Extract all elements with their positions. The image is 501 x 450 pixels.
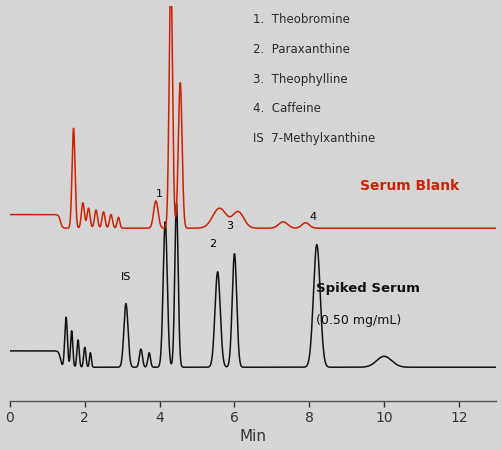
Text: Spiked Serum: Spiked Serum: [316, 282, 419, 295]
X-axis label: Min: Min: [239, 429, 266, 445]
Text: 1: 1: [156, 189, 163, 199]
Text: 1.  Theobromine: 1. Theobromine: [253, 14, 349, 27]
Text: IS: IS: [121, 272, 131, 282]
Text: 3: 3: [226, 221, 233, 231]
Text: 2.  Paraxanthine: 2. Paraxanthine: [253, 43, 349, 56]
Text: IS  7-Methylxanthine: IS 7-Methylxanthine: [253, 132, 375, 145]
Text: 4: 4: [309, 212, 316, 222]
Text: 2: 2: [209, 239, 216, 249]
Text: 4.  Caffeine: 4. Caffeine: [253, 103, 321, 115]
Text: (0.50 mg/mL): (0.50 mg/mL): [316, 314, 401, 327]
Text: 3.  Theophylline: 3. Theophylline: [253, 73, 347, 86]
Text: Serum Blank: Serum Blank: [360, 180, 458, 194]
